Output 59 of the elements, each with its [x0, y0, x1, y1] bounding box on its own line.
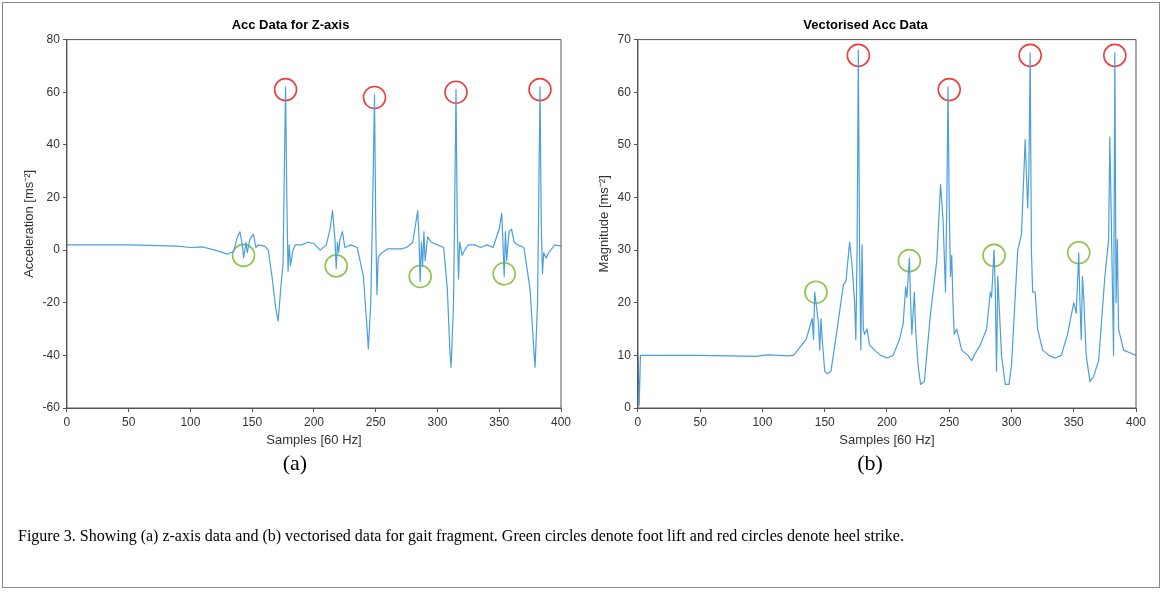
y-axis-title: Acceleration [ms⁻²] — [21, 169, 37, 278]
y-tick-label: 50 — [617, 137, 632, 152]
point — [231, 243, 256, 268]
x-tick-label: 300 — [1001, 414, 1022, 429]
x-tick-label: 200 — [876, 414, 898, 429]
point — [1018, 43, 1042, 68]
point — [846, 43, 871, 68]
y-tick-label: 60 — [46, 84, 61, 99]
y-tick-label: 40 — [46, 137, 61, 152]
x-tick-label: 50 — [693, 414, 708, 429]
point — [444, 80, 468, 105]
y-tick-label: -20 — [42, 295, 61, 310]
y-tick-label: 40 — [617, 189, 632, 204]
x-tick-label: 300 — [427, 414, 448, 429]
text: (a) — [281, 450, 309, 476]
text: (b) — [856, 450, 884, 476]
point — [804, 280, 828, 305]
point — [528, 77, 552, 102]
x-tick-label: 100 — [180, 414, 201, 429]
y-tick-label: 0 — [53, 242, 61, 257]
y-tick-label: 20 — [46, 189, 61, 204]
chart-title: Acc Data for Z-axis — [231, 17, 350, 33]
y-tick-label: 70 — [617, 31, 632, 46]
x-tick-label: 400 — [1125, 414, 1147, 429]
x-tick-label: 200 — [303, 414, 325, 429]
x-tick-label: 0 — [634, 414, 642, 429]
point — [273, 77, 298, 102]
point — [408, 264, 432, 289]
point — [492, 262, 516, 286]
x-tick-label: 100 — [752, 414, 773, 429]
x-tick-label: 350 — [1063, 414, 1085, 429]
point — [362, 85, 387, 110]
chart-title: Vectorised Acc Data — [803, 17, 929, 33]
x-tick-label: 250 — [939, 414, 960, 429]
caption: Figure 3. Showing (a) z-axis data and (b) vectorised data for gait fragment. Green circles denote foot lift and red circles denote heel strike. — [18, 527, 905, 545]
x-tick-label: 0 — [63, 414, 71, 429]
y-tick-label: 80 — [46, 31, 61, 46]
x-axis-title: Samples [60 Hz] — [839, 431, 935, 447]
y-axis-title: Magnitude [ms⁻²] — [596, 175, 612, 273]
point — [1103, 43, 1127, 68]
x-tick-label: 150 — [242, 414, 263, 429]
point — [982, 243, 1006, 268]
x-axis-title: Samples [60 Hz] — [266, 431, 362, 447]
y-tick-label: 10 — [617, 347, 632, 362]
x-tick-label: 350 — [489, 414, 510, 429]
x-tick-label: 150 — [814, 414, 836, 429]
x-tick-label: 400 — [550, 414, 572, 429]
point — [1066, 240, 1091, 265]
y-tick-label: 60 — [617, 84, 632, 99]
y-tick-label: 0 — [624, 400, 632, 415]
point — [897, 248, 922, 273]
y-tick-label: 30 — [617, 242, 632, 257]
point — [324, 254, 348, 278]
y-tick-label: -40 — [42, 347, 61, 362]
x-tick-label: 250 — [365, 414, 387, 429]
y-tick-label: -60 — [42, 400, 61, 415]
y-tick-label: 20 — [617, 295, 632, 310]
point — [937, 77, 962, 102]
x-tick-label: 50 — [122, 414, 136, 429]
